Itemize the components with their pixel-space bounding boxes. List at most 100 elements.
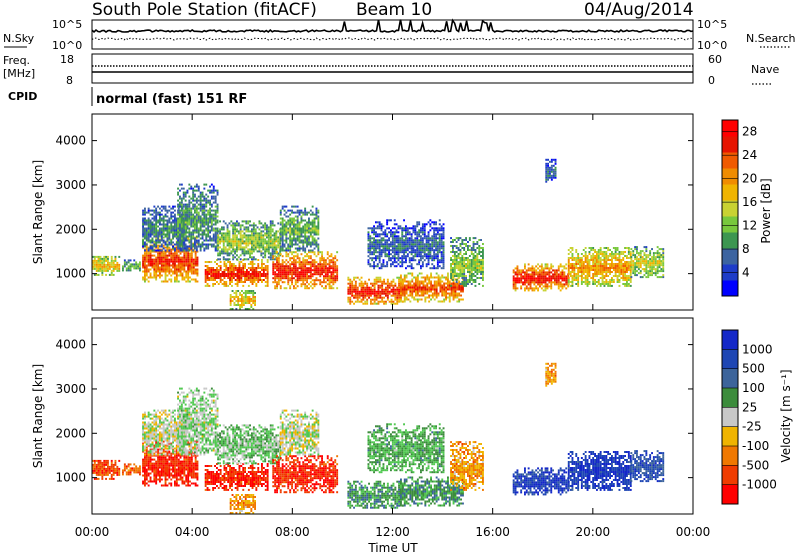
power-cell [157, 263, 159, 265]
power-cell [116, 266, 118, 268]
power-cell [183, 210, 185, 212]
power-cell [308, 269, 310, 271]
power-cell [198, 246, 200, 248]
power-cell [314, 240, 316, 242]
power-cell [383, 293, 385, 295]
power-cell [458, 261, 460, 263]
power-cell [441, 281, 443, 283]
power-cell [183, 265, 185, 267]
power-cell [177, 240, 179, 242]
power-cell [144, 273, 146, 275]
power-cell [168, 261, 170, 263]
power-cell [215, 228, 217, 230]
power-cell [475, 255, 477, 257]
power-cell [195, 273, 197, 275]
power-cell [210, 271, 212, 273]
power-cell [205, 277, 207, 279]
power-cell [482, 253, 484, 255]
power-cell [272, 277, 274, 279]
power-cell [323, 279, 325, 281]
power-cell [168, 265, 170, 267]
power-cell [261, 265, 263, 267]
power-cell [157, 275, 159, 277]
power-cell [301, 216, 303, 218]
power-cell [94, 274, 96, 276]
power-cell [172, 273, 174, 275]
power-cell [441, 261, 443, 263]
power-cell [159, 222, 161, 224]
power-cell [420, 267, 422, 269]
power-cell [325, 285, 327, 287]
power-cell [439, 243, 441, 245]
power-cell [351, 281, 353, 283]
power-cell [263, 267, 265, 269]
power-cell [144, 228, 146, 230]
power-cell [440, 291, 442, 293]
power-cell [424, 281, 426, 283]
power-cell [161, 253, 163, 255]
power-cell [480, 263, 482, 265]
power-cell [469, 263, 471, 265]
power-cell [157, 230, 159, 232]
power-cell [163, 281, 165, 283]
power-cell [200, 198, 202, 200]
power-cell [153, 210, 155, 212]
power-cell [245, 250, 247, 252]
power-cell [414, 249, 416, 251]
power-cell [403, 251, 405, 253]
power-cell [461, 267, 463, 269]
power-cell [547, 285, 549, 287]
power-cell [396, 241, 398, 243]
power-cell [403, 253, 405, 255]
power-cell [167, 226, 169, 228]
power-cell [209, 208, 211, 210]
power-cell [420, 237, 422, 239]
power-cell [357, 299, 359, 301]
power-cell [524, 281, 526, 283]
power-cell [369, 239, 371, 241]
power-cell [370, 283, 372, 285]
power-cell [144, 212, 146, 214]
power-cell [180, 240, 182, 242]
power-cell [482, 285, 484, 287]
power-cell [353, 287, 355, 289]
power-cell [264, 226, 266, 228]
power-cell [304, 242, 306, 244]
power-cell [347, 301, 349, 303]
power-cell [185, 244, 187, 246]
power-cell [203, 206, 205, 208]
power-cell [428, 245, 430, 247]
power-cell [161, 210, 163, 212]
power-cell [174, 261, 176, 263]
power-cell [188, 196, 190, 198]
power-cell [433, 251, 435, 253]
power-cell [193, 263, 195, 265]
power-cell [420, 247, 422, 249]
power-cell [369, 237, 371, 239]
power-cell [405, 233, 407, 235]
power-cell [196, 232, 198, 234]
power-cell [157, 212, 159, 214]
power-cell [295, 220, 297, 222]
power-cell [321, 255, 323, 257]
power-cell [287, 222, 289, 224]
power-cell [478, 261, 480, 263]
power-cell [433, 245, 435, 247]
power-cell [276, 287, 278, 289]
power-cell [409, 257, 411, 259]
power-cell [224, 271, 226, 273]
power-cell [153, 263, 155, 265]
power-cell [418, 261, 420, 263]
power-cell [275, 246, 277, 248]
power-cell [170, 275, 172, 277]
power-cell [159, 214, 161, 216]
power-cell [431, 239, 433, 241]
power-cell [274, 232, 276, 234]
power-cell [361, 293, 363, 295]
power-cell [411, 239, 413, 241]
power-cell [408, 299, 410, 301]
power-cell [441, 251, 443, 253]
power-cell [432, 295, 434, 297]
power-cell [392, 249, 394, 251]
power-cell [308, 242, 310, 244]
